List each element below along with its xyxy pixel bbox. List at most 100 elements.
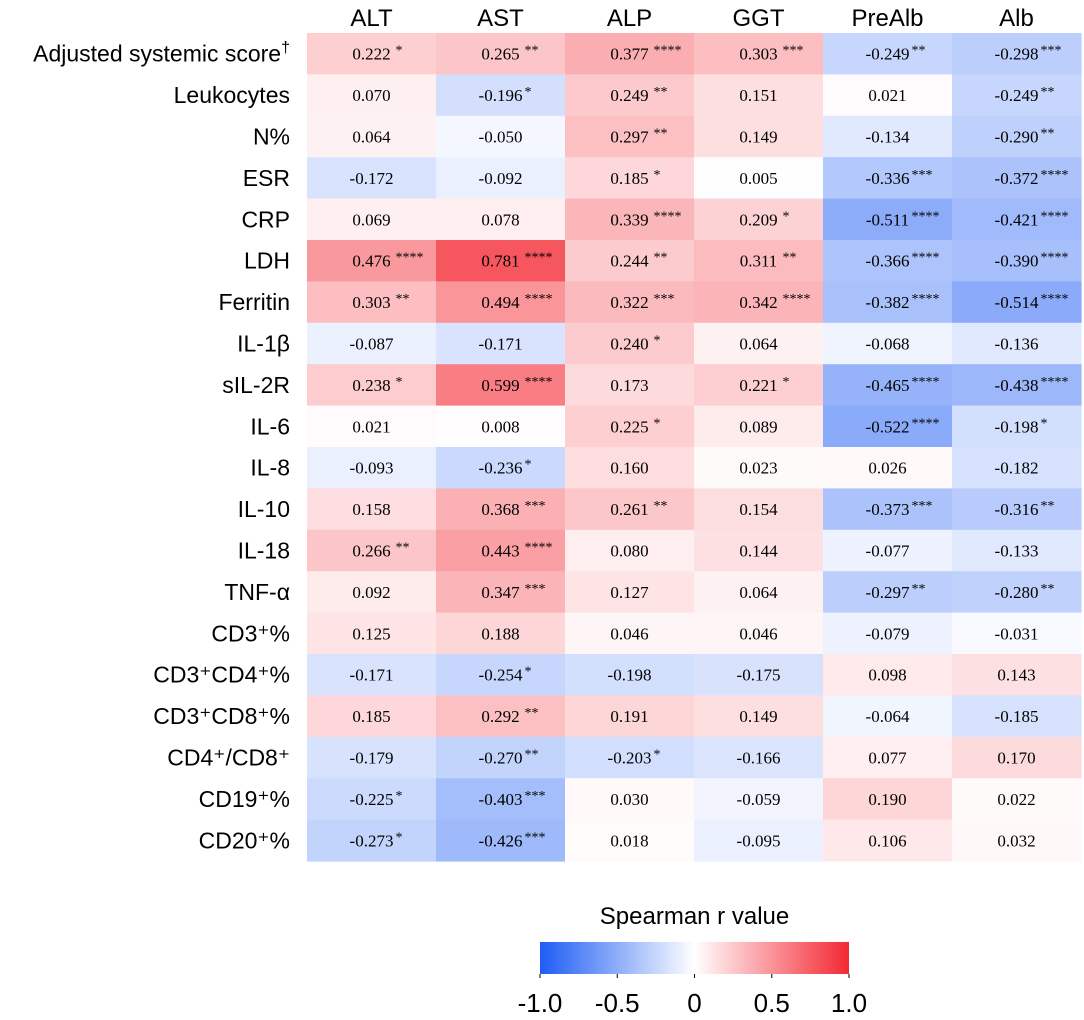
heatmap-cell bbox=[565, 778, 695, 821]
significance-stars: *** bbox=[654, 292, 675, 307]
heatmap-cell bbox=[565, 240, 695, 282]
significance-stars: ** bbox=[783, 251, 797, 266]
legend-tick-label: 0.5 bbox=[754, 988, 790, 1018]
cell-value-label: 0.303 bbox=[352, 293, 390, 312]
significance-stars: **** bbox=[912, 209, 940, 224]
heatmap-cell bbox=[823, 240, 953, 282]
cell-value-label: -0.031 bbox=[995, 624, 1039, 643]
heatmap-cell bbox=[823, 529, 953, 572]
heatmap-cell bbox=[694, 364, 824, 407]
cell-value-label: -0.077 bbox=[866, 542, 910, 561]
cell-value-label: 0.191 bbox=[610, 707, 648, 726]
row-header: CD3⁺CD4⁺% bbox=[153, 662, 290, 688]
significance-stars: *** bbox=[912, 499, 933, 514]
heatmap-cell bbox=[823, 405, 953, 448]
heatmap-cell bbox=[565, 115, 695, 158]
cell-value-label: 0.339 bbox=[610, 210, 648, 229]
cell-value-label: 0.160 bbox=[610, 459, 648, 478]
cell-value-label: 0.078 bbox=[481, 210, 519, 229]
cell-value-label: 0.008 bbox=[481, 417, 519, 436]
significance-stars: * bbox=[783, 209, 790, 224]
row-header: ESR bbox=[243, 165, 290, 191]
heatmap-cell bbox=[565, 654, 695, 696]
heatmap-cell bbox=[565, 612, 695, 655]
heatmap-cell bbox=[823, 115, 953, 158]
cell-value-label: -0.225 bbox=[350, 790, 394, 809]
heatmap-cell bbox=[694, 240, 824, 282]
cell-value-label: -0.336 bbox=[866, 169, 910, 188]
cell-value-label: 0.261 bbox=[610, 500, 648, 519]
row-header: IL-1β bbox=[237, 331, 290, 357]
cell-value-label: -0.465 bbox=[866, 376, 910, 395]
heatmap-cell bbox=[436, 488, 566, 531]
heatmap-cell bbox=[436, 612, 566, 655]
cell-value-label: 0.170 bbox=[997, 749, 1035, 768]
heatmap-cell bbox=[436, 74, 566, 117]
row-header: LDH bbox=[244, 248, 290, 274]
heatmap-cell bbox=[307, 736, 437, 779]
cell-value-label: -0.133 bbox=[995, 542, 1039, 561]
heatmap-cell bbox=[823, 654, 953, 696]
heatmap-cell bbox=[694, 571, 824, 614]
heatmap-cell bbox=[307, 695, 437, 738]
significance-stars: ** bbox=[654, 127, 668, 142]
heatmap-cell bbox=[952, 819, 1082, 862]
cell-value-label: 0.023 bbox=[739, 459, 777, 478]
row-header: CD4⁺/CD8⁺ bbox=[167, 745, 290, 771]
heatmap-cell bbox=[823, 198, 953, 241]
cell-value-label: 0.026 bbox=[868, 459, 906, 478]
heatmap-cell bbox=[436, 322, 566, 365]
heatmap-cell bbox=[307, 654, 437, 696]
cell-value-label: -0.171 bbox=[350, 666, 394, 685]
cell-value-label: -0.236 bbox=[479, 459, 523, 478]
column-header: PreAlb bbox=[851, 5, 923, 32]
cell-value-label: 0.064 bbox=[739, 583, 778, 602]
heatmap-cell bbox=[307, 612, 437, 655]
cell-value-label: -0.373 bbox=[866, 500, 910, 519]
heatmap-cell bbox=[952, 612, 1082, 655]
cell-value-label: -0.050 bbox=[479, 128, 523, 147]
heatmap-cell bbox=[823, 157, 953, 200]
cell-value-label: 0.127 bbox=[610, 583, 649, 602]
heatmap-cell bbox=[436, 778, 566, 821]
cell-value-label: 0.064 bbox=[739, 335, 778, 354]
heatmap-cell bbox=[307, 240, 437, 282]
legend-color-bar bbox=[540, 942, 849, 974]
heatmap-cell bbox=[565, 488, 695, 531]
row-header: CD20⁺% bbox=[199, 827, 290, 853]
row-header: Ferritin bbox=[218, 289, 290, 315]
heatmap-cell bbox=[694, 198, 824, 241]
cell-value-label: -0.134 bbox=[866, 128, 910, 147]
significance-stars: * bbox=[396, 830, 403, 845]
significance-stars: **** bbox=[1041, 168, 1069, 183]
significance-stars: ** bbox=[1041, 499, 1055, 514]
heatmap-cell bbox=[436, 405, 566, 448]
heatmap-cell bbox=[307, 322, 437, 365]
heatmap-cell bbox=[694, 74, 824, 117]
significance-stars: **** bbox=[783, 292, 811, 307]
heatmap-cell bbox=[823, 74, 953, 117]
cell-value-label: -0.366 bbox=[866, 252, 910, 271]
heatmap-cell bbox=[436, 364, 566, 407]
heatmap-cell bbox=[823, 447, 953, 489]
heatmap-cells: 0.222 * 0.265 ** 0.377 **** 0.303 *** -0.249 ** -0… bbox=[307, 33, 1082, 862]
significance-stars: * bbox=[525, 85, 532, 100]
significance-stars: **** bbox=[525, 251, 553, 266]
significance-stars: * bbox=[654, 168, 661, 183]
cell-value-label: -0.136 bbox=[995, 335, 1039, 354]
cell-value-label: -0.297 bbox=[866, 583, 910, 602]
cell-value-label: -0.095 bbox=[737, 831, 781, 850]
heatmap-cell bbox=[823, 778, 953, 821]
cell-value-label: -0.068 bbox=[866, 335, 910, 354]
heatmap-cell bbox=[436, 695, 566, 738]
heatmap-cell bbox=[952, 736, 1082, 779]
heatmap-cell bbox=[307, 819, 437, 862]
row-header: IL-8 bbox=[250, 455, 290, 481]
heatmap-cell bbox=[694, 115, 824, 158]
cell-value-label: 0.368 bbox=[481, 500, 519, 519]
heatmap-cell bbox=[307, 405, 437, 448]
heatmap-cell bbox=[307, 74, 437, 117]
row-header: Adjusted systemic score† bbox=[33, 40, 290, 67]
heatmap-cell bbox=[436, 240, 566, 282]
heatmap-cell bbox=[952, 405, 1082, 448]
